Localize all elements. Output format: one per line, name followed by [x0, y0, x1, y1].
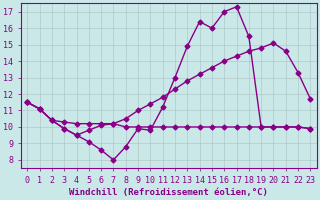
X-axis label: Windchill (Refroidissement éolien,°C): Windchill (Refroidissement éolien,°C): [69, 188, 268, 197]
